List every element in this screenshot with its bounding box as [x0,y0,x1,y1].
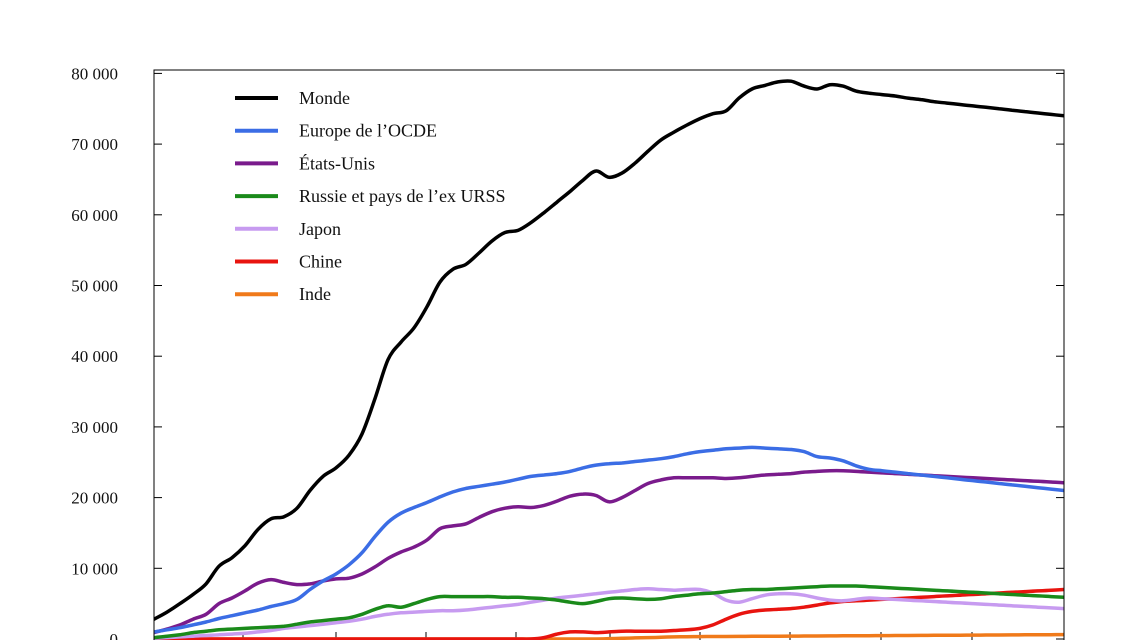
legend-label: Monde [299,88,350,108]
plot-frame [153,69,1065,640]
y-axis-ticks: 0 10 000 20 000 30 000 40 000 50 000 60 000 70 … [71,64,1064,640]
series-line-russie-et-pays-de-l-ex-urss [154,584,1064,640]
y-tick-label: 50 000 [71,277,118,296]
legend-label: Russie et pays de l’ex URSS [299,186,506,206]
legend-label: Japon [299,219,341,239]
legend-label: États-Unis [299,152,375,173]
plot-area [154,79,1064,640]
legend-label: Inde [299,284,331,304]
y-tick-label: 60 000 [71,206,118,225]
legend: Monde Europe de l’OCDE États-Unis Russie et… [235,88,506,304]
legend-label: Europe de l’OCDE [299,121,437,141]
y-tick-label: 30 000 [71,418,118,437]
y-tick-label: 10 000 [71,559,118,578]
y-tick-label: 40 000 [71,347,118,366]
y-tick-label: 0 [110,630,119,640]
series-line-chine [154,587,1064,640]
y-tick-label: 70 000 [71,135,118,154]
legend-label: Chine [299,252,342,272]
series-line-japon [154,587,1064,640]
series-line-europe-de-l-ocde [154,445,1064,634]
y-tick-label: 20 000 [71,489,118,508]
series-line--tats-unis [154,468,1064,635]
y-tick-label: 80 000 [71,64,118,83]
series-line-monde [154,79,1064,621]
